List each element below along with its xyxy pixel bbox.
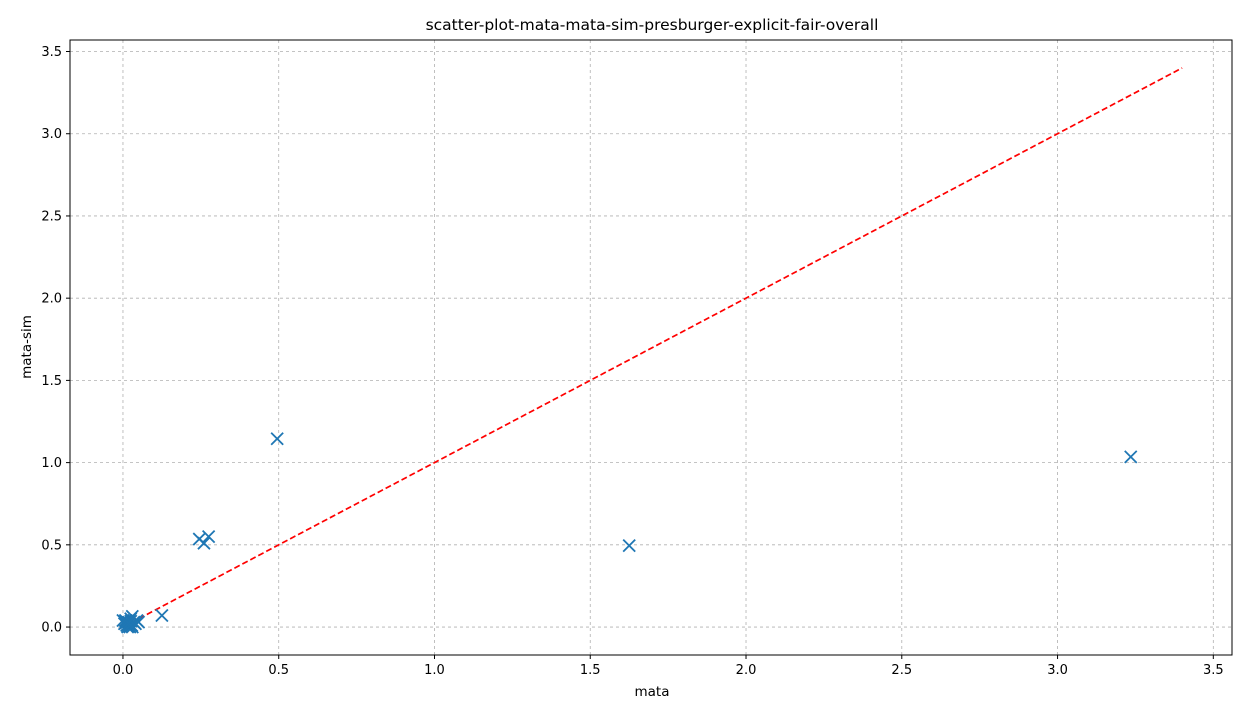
x-tick-label: 1.5 [580, 663, 601, 678]
x-tick-label: 1.0 [424, 663, 445, 678]
x-axis-label: mata [635, 684, 670, 700]
reference-line [122, 67, 1183, 628]
x-tick-label: 2.0 [736, 663, 757, 678]
y-tick-label: 3.5 [41, 45, 62, 60]
x-axis-ticks: 0.0 0.5 1.0 1.5 2.0 2.5 3.0 3.5 [113, 655, 1224, 678]
x-tick-label: 0.0 [113, 663, 134, 678]
x-tick-label: 2.5 [891, 663, 912, 678]
y-tick-label: 3.0 [41, 127, 62, 142]
chart-title: scatter-plot-mata-mata-sim-presburger-ex… [426, 16, 879, 34]
y-tick-label: 0.5 [41, 538, 62, 553]
y-axis-label: mata-sim [19, 315, 35, 379]
x-tick-label: 3.0 [1047, 663, 1068, 678]
data-point [124, 614, 138, 628]
data-point [622, 539, 636, 553]
x-tick-label: 0.5 [268, 663, 289, 678]
y-axis-ticks: 0.0 0.5 1.0 1.5 2.0 2.5 3.0 3.5 [41, 45, 70, 636]
data-point [1124, 450, 1138, 464]
y-tick-label: 1.0 [41, 456, 62, 471]
data-point [119, 616, 133, 630]
data-points [116, 432, 1138, 634]
data-point [270, 432, 284, 446]
data-point [201, 529, 216, 544]
plot-frame [69, 39, 1233, 656]
y-tick-label: 2.0 [41, 292, 62, 307]
y-tick-label: 0.0 [41, 621, 62, 636]
data-point [155, 608, 169, 623]
y-tick-label: 1.5 [41, 374, 62, 389]
y-tick-label: 2.5 [41, 209, 62, 224]
data-point [197, 536, 211, 550]
grid-lines [70, 40, 1232, 655]
x-tick-label: 3.5 [1203, 663, 1224, 678]
reference-line-layer [122, 67, 1183, 628]
